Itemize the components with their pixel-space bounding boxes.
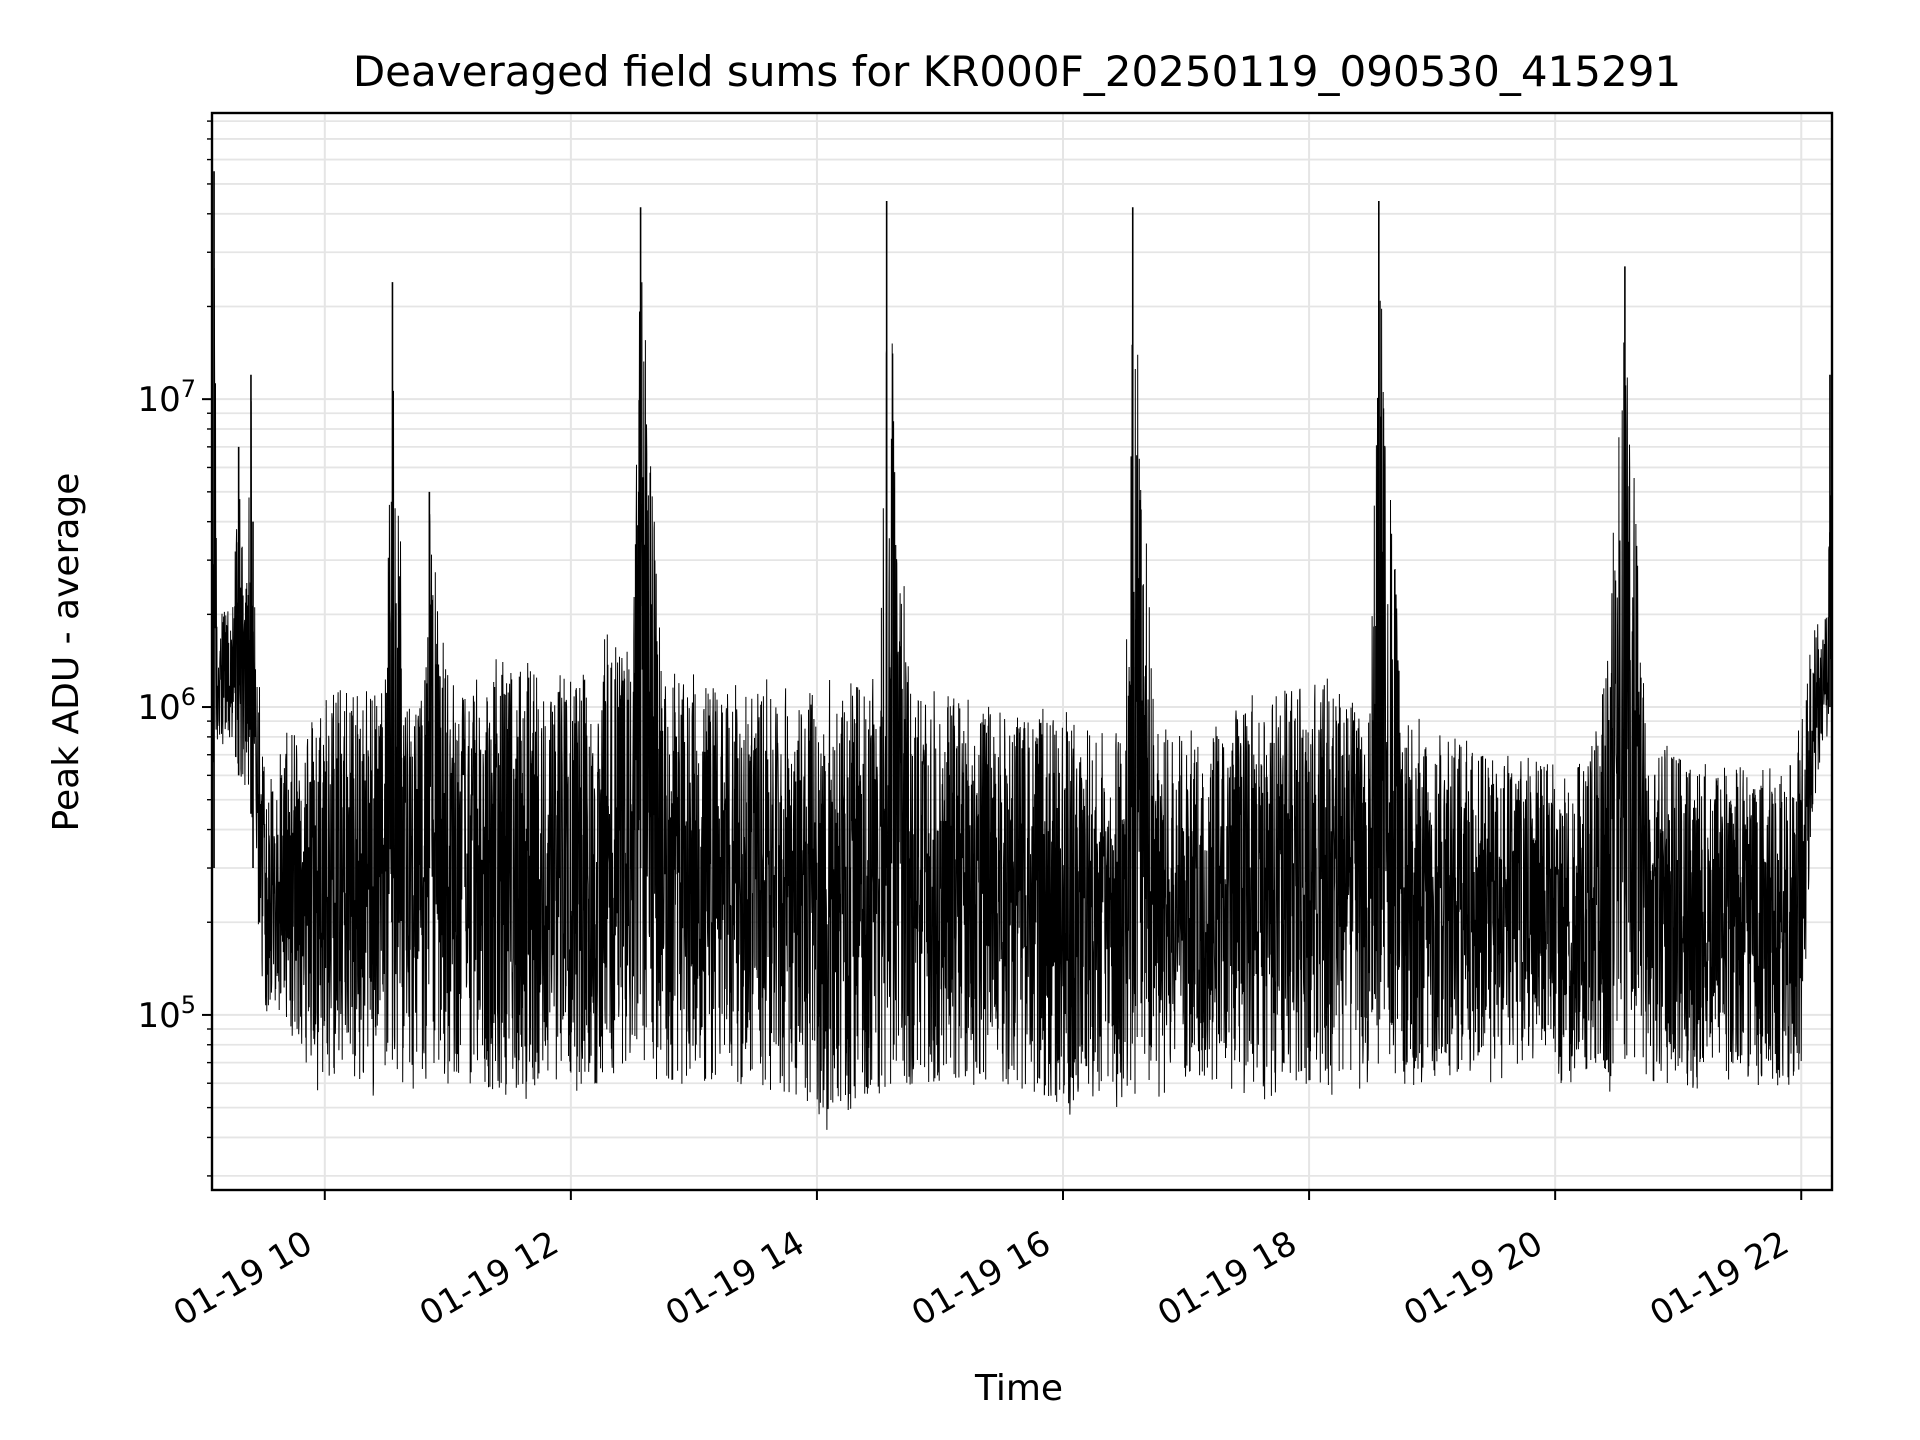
x-axis-label: Time xyxy=(974,1368,1063,1409)
y-tick-label: 105 xyxy=(137,991,196,1036)
plot-frame xyxy=(210,111,1834,1192)
y-tick-label: 106 xyxy=(137,683,196,728)
y-axis: 105 106 107 xyxy=(137,120,212,1177)
y-axis-label: Peak ADU - average xyxy=(46,473,87,832)
chart-title: Deaveraged field sums for KR000F_2025011… xyxy=(353,47,1681,96)
series-layer xyxy=(211,171,1833,1130)
y-tick-label: 107 xyxy=(137,375,196,420)
series-line xyxy=(211,268,1833,1130)
